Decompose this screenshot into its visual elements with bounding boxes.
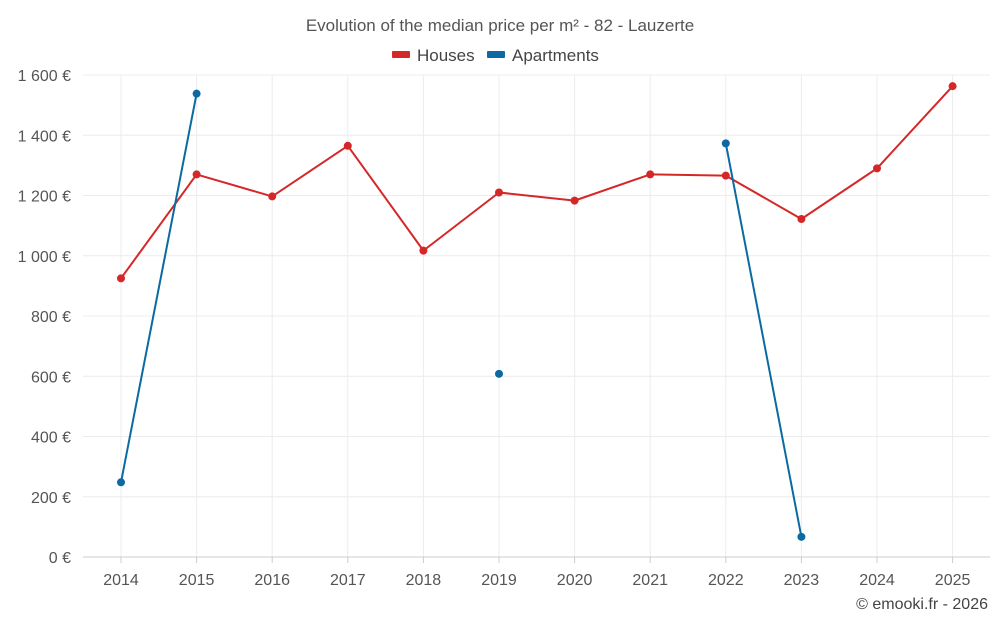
x-tick-label: 2022 [708,572,744,589]
series-line-apartments [120,93,198,483]
legend[interactable]: Houses Apartments [392,46,599,65]
x-tick-label: 2014 [103,572,139,589]
y-tick-label: 1 000 € [18,249,71,266]
series-line-apartments [724,143,803,538]
legend-item-houses[interactable]: Houses [392,46,475,65]
y-tick-label: 600 € [31,369,71,386]
data-point-apartments[interactable] [721,139,730,148]
x-tick-label: 2015 [179,572,215,589]
x-tick-label: 2019 [481,572,517,589]
legend-label-houses: Houses [417,46,475,65]
legend-label-apartments: Apartments [512,46,599,65]
y-axis: 0 € 200 € 400 € 600 € 800 € 1 000 € 1 200 € 1 4… [18,68,71,567]
y-tick-label: 200 € [31,490,71,507]
y-tick-label: 0 € [49,550,71,567]
data-point-houses[interactable] [495,188,503,197]
legend-item-apartments[interactable]: Apartments [487,46,599,65]
series-layer [117,82,957,541]
data-point-houses[interactable] [646,170,655,179]
data-point-houses[interactable] [721,171,730,180]
series-line-houses [120,85,954,279]
data-point-apartments[interactable] [192,89,201,98]
series-apartments [117,89,806,541]
y-tick-label: 1 200 € [18,189,71,206]
x-tick-label: 2018 [406,572,442,589]
data-point-houses[interactable] [192,170,201,179]
y-tick-label: 1 400 € [18,128,71,145]
y-tick-label: 800 € [31,309,71,326]
data-point-houses[interactable] [797,214,806,223]
data-point-houses[interactable] [419,246,428,255]
data-point-apartments[interactable] [797,532,806,541]
x-tick-label: 2016 [254,572,290,589]
x-axis: 2014 2015 2016 2017 2018 2019 2020 2021 2022 2023… [83,556,990,589]
y-tick-label: 400 € [31,430,71,447]
x-tick-label: 2024 [859,572,895,589]
data-point-apartments[interactable] [117,478,125,487]
data-point-houses[interactable] [570,196,579,205]
data-point-houses[interactable] [873,164,881,173]
legend-swatch-houses [392,51,410,58]
y-tick-label: 1 600 € [18,68,71,85]
data-point-houses[interactable] [268,192,277,201]
data-point-houses[interactable] [948,82,957,91]
x-tick-label: 2025 [935,572,971,589]
x-tick-label: 2020 [557,572,593,589]
series-houses [117,82,957,283]
data-point-houses[interactable] [343,141,352,150]
x-tick-label: 2021 [632,572,668,589]
x-tick-label: 2017 [330,572,366,589]
chart-title: Evolution of the median price per m² - 8… [306,16,694,35]
legend-swatch-apartments [487,51,505,58]
data-point-houses[interactable] [117,274,125,283]
grid [83,74,990,557]
data-point-apartments[interactable] [495,369,503,378]
x-tick-label: 2023 [784,572,820,589]
credit-text: © emooki.fr - 2026 [856,596,988,613]
